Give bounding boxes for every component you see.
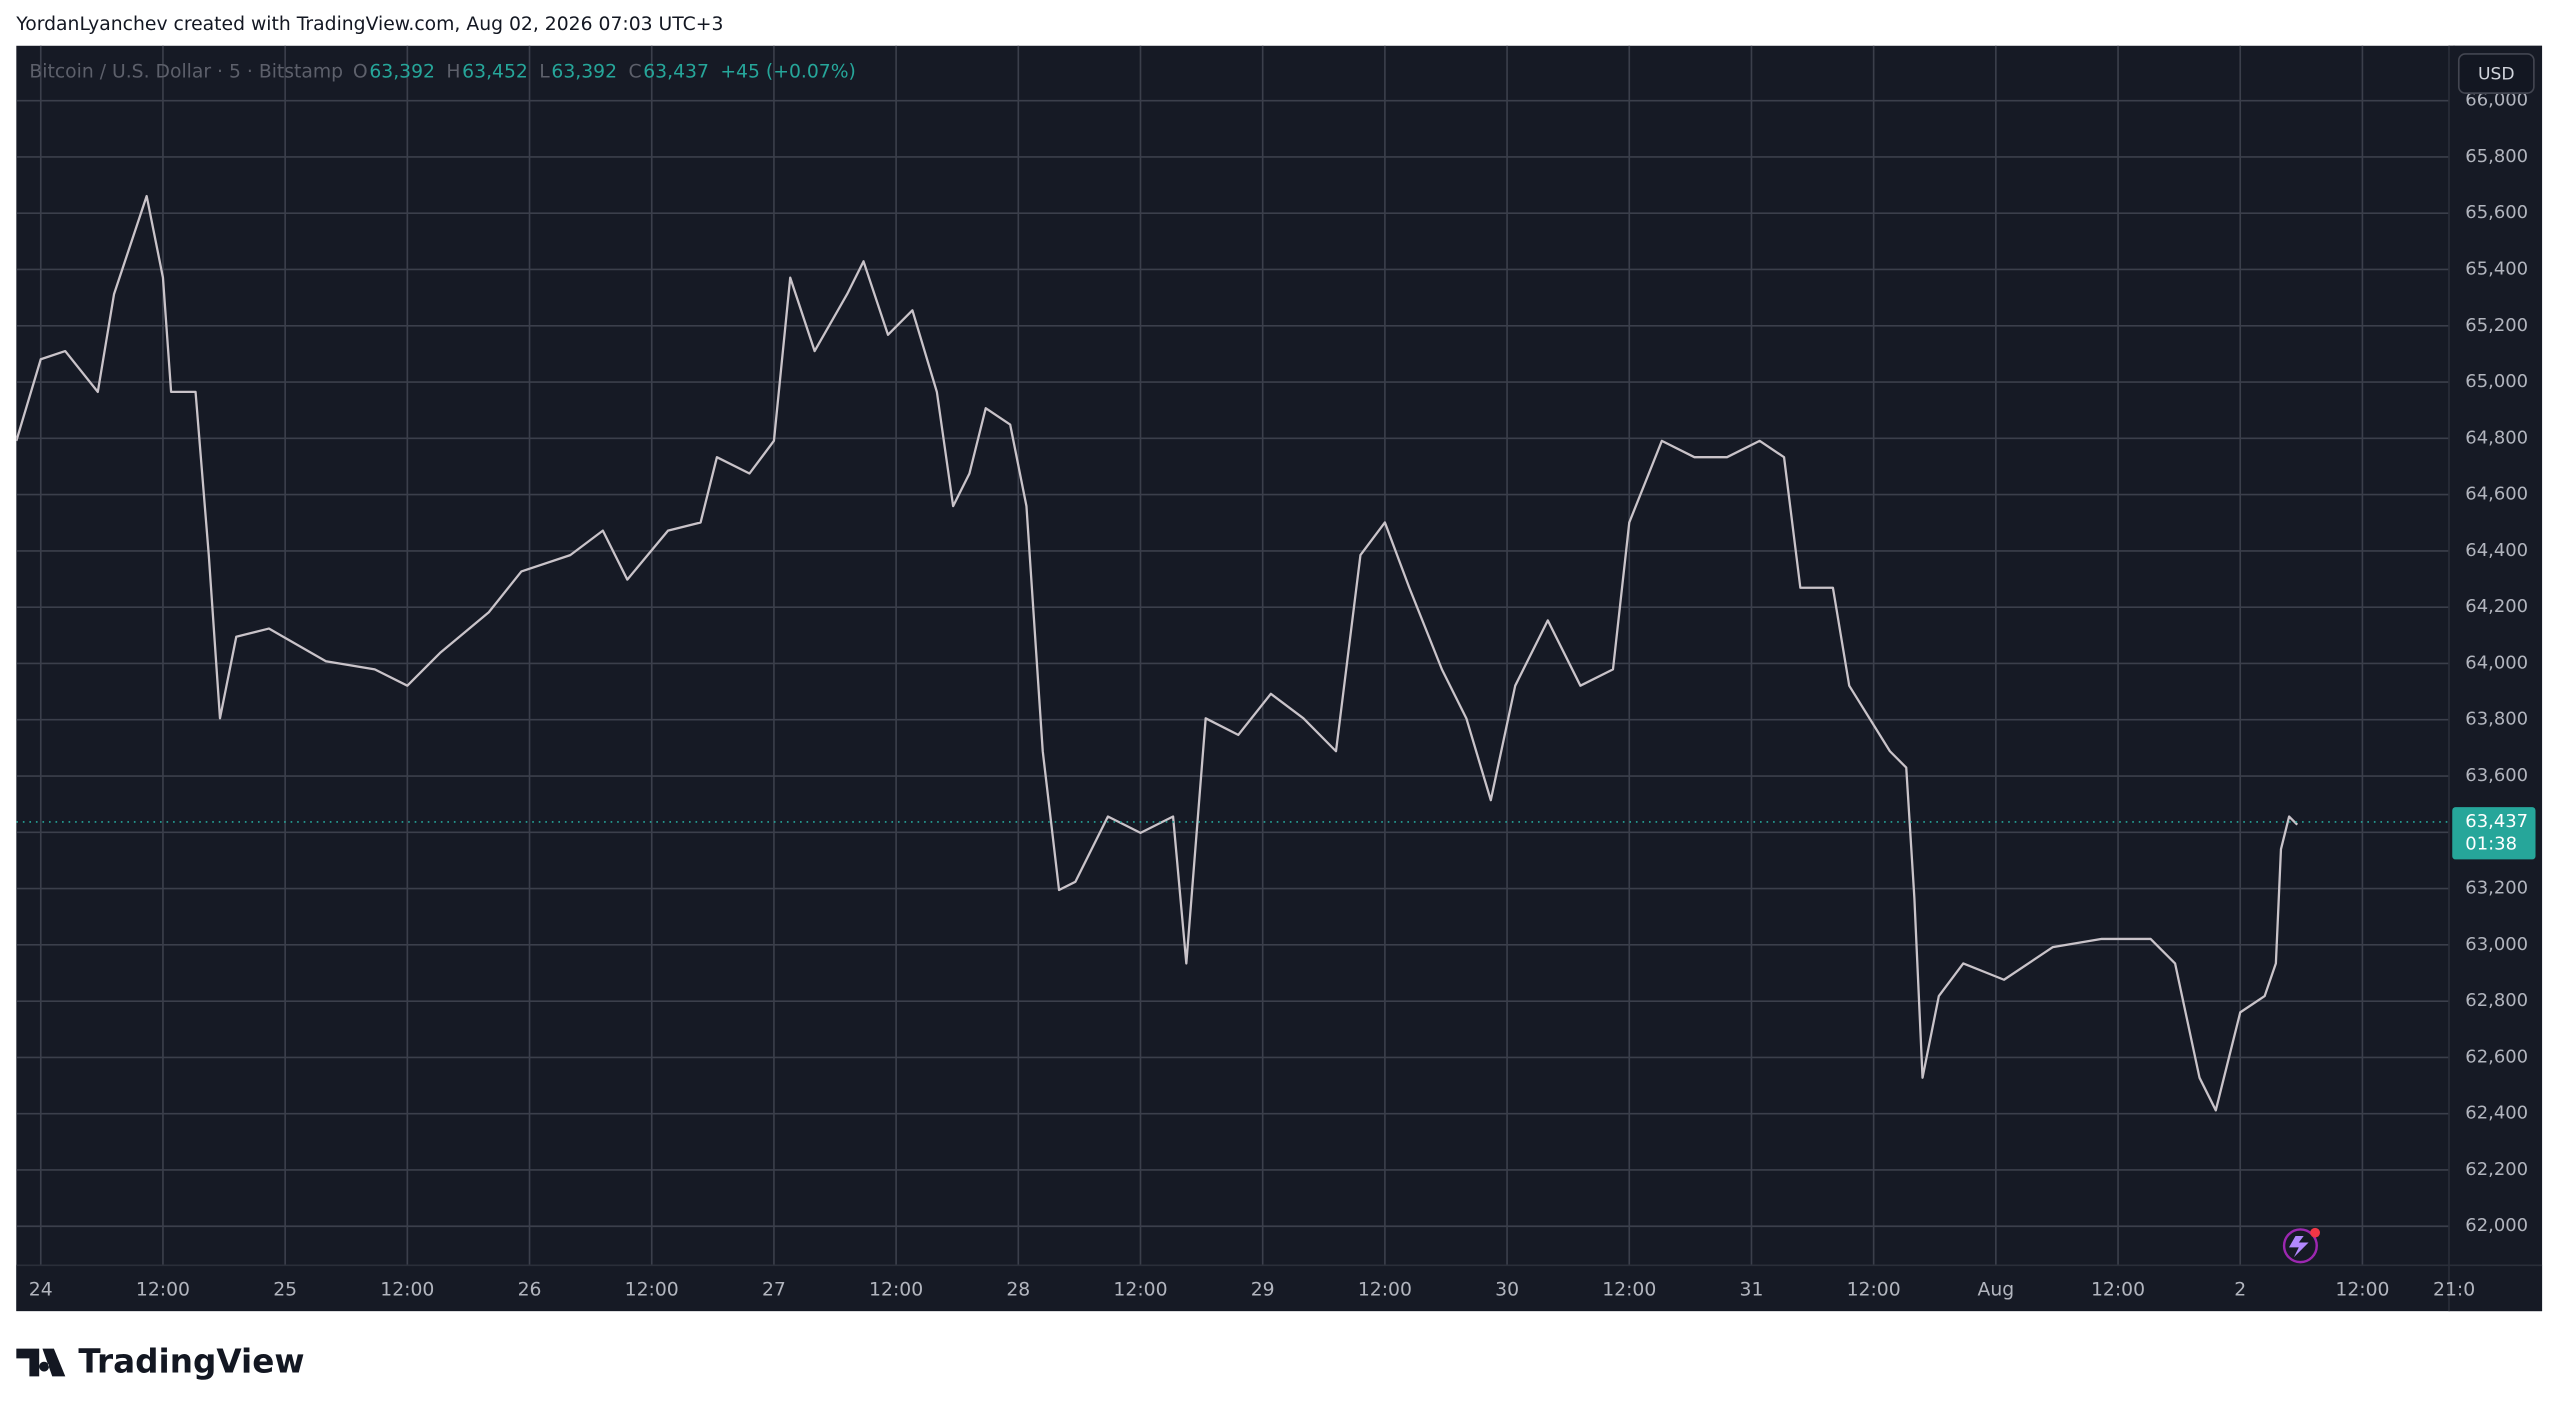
chart-background bbox=[16, 45, 2543, 1312]
currency-label[interactable]: USD bbox=[2478, 64, 2515, 84]
x-tick-label: 29 bbox=[1251, 1279, 1275, 1300]
price-line bbox=[16, 194, 2299, 1112]
currency-button[interactable] bbox=[2457, 53, 2535, 94]
ohlc-label: H bbox=[446, 61, 460, 82]
y-tick-label: 62,400 bbox=[2465, 1103, 2528, 1124]
x-tick-label: 12:00 bbox=[1113, 1279, 1167, 1300]
y-tick-label: 64,200 bbox=[2465, 596, 2528, 617]
x-tick-label: 25 bbox=[273, 1279, 297, 1300]
ohlc-value: 63,437 bbox=[643, 61, 709, 82]
y-tick-label: 65,400 bbox=[2465, 258, 2528, 279]
assistant-icon[interactable] bbox=[2282, 1227, 2320, 1264]
x-tick-label: 12:00 bbox=[2335, 1279, 2389, 1300]
x-tick-label: 30 bbox=[1495, 1279, 1519, 1300]
axes: 62,000 62,200 62,400 62,600 62,800 63,000 63,2… bbox=[29, 90, 2536, 1300]
x-tick-label: 24 bbox=[29, 1279, 53, 1300]
ohlc-value: 63,392 bbox=[369, 61, 435, 82]
x-tick-label: 12:00 bbox=[869, 1279, 923, 1300]
x-tick-label: 12:00 bbox=[380, 1279, 434, 1300]
logo-text: TradingView bbox=[78, 1342, 304, 1380]
ohlc-value: 63,392 bbox=[551, 61, 617, 82]
grid bbox=[16, 45, 2455, 1266]
y-tick-label: 62,600 bbox=[2465, 1046, 2528, 1067]
x-tick-label: 2 bbox=[2234, 1279, 2246, 1300]
logo: TradingView bbox=[16, 1342, 304, 1380]
y-tick-label: 62,000 bbox=[2465, 1215, 2528, 1236]
icon-ring[interactable] bbox=[2282, 1228, 2318, 1264]
x-tick-label: 26 bbox=[518, 1279, 542, 1300]
y-tick-label: 66,000 bbox=[2465, 90, 2528, 111]
x-tick-label: 12:00 bbox=[136, 1279, 190, 1300]
y-tick-label: 65,600 bbox=[2465, 202, 2528, 223]
x-tick-label: 12:00 bbox=[625, 1279, 679, 1300]
plot-area bbox=[16, 194, 2449, 1112]
y-tick-label: 63,600 bbox=[2465, 765, 2528, 786]
y-tick-label: 63,000 bbox=[2465, 934, 2528, 955]
y-tick-label: 65,800 bbox=[2465, 146, 2528, 167]
y-tick-label: 62,800 bbox=[2465, 990, 2528, 1011]
x-tick-label: 12:00 bbox=[2091, 1279, 2145, 1300]
countdown-label: 01:38 bbox=[2465, 834, 2517, 855]
last-price-label: 63,437 bbox=[2465, 811, 2528, 832]
x-tick-label: 28 bbox=[1006, 1279, 1030, 1300]
ohlc-value: 63,452 bbox=[462, 61, 528, 82]
ohlc-label: C bbox=[628, 61, 641, 82]
x-tick-label: Aug bbox=[1978, 1279, 2015, 1300]
ohlc-label: L bbox=[539, 61, 550, 82]
y-tick-label: 63,200 bbox=[2465, 878, 2528, 899]
symbol-label: Bitcoin / U.S. Dollar · 5 · Bitstamp bbox=[29, 61, 343, 82]
change-label: +45 (+0.07%) bbox=[720, 61, 856, 82]
x-tick-label: 12:00 bbox=[1847, 1279, 1901, 1300]
y-tick-label: 65,000 bbox=[2465, 371, 2528, 392]
x-tick-label: 31 bbox=[1740, 1279, 1764, 1300]
y-tick-label: 64,800 bbox=[2465, 427, 2528, 448]
y-tick-label: 62,200 bbox=[2465, 1159, 2528, 1180]
legend: Bitcoin / U.S. Dollar · 5 · Bitstamp O 63,… bbox=[29, 61, 856, 82]
y-tick-label: 65,200 bbox=[2465, 315, 2528, 336]
last-price-box bbox=[2452, 807, 2536, 860]
price-axis bbox=[2448, 45, 2543, 1312]
y-tick-label: 63,800 bbox=[2465, 709, 2528, 730]
x-tick-label: 12:00 bbox=[1358, 1279, 1412, 1300]
x-tick-label: 21:0 bbox=[2433, 1279, 2475, 1300]
ohlc-label: O bbox=[353, 61, 368, 82]
x-tick-label: 12:00 bbox=[1602, 1279, 1656, 1300]
y-tick-label: 64,000 bbox=[2465, 652, 2528, 673]
icon-bolt[interactable] bbox=[2288, 1235, 2309, 1258]
icon-dot[interactable] bbox=[2310, 1227, 2320, 1238]
y-tick-label: 64,600 bbox=[2465, 484, 2528, 505]
attribution: YordanLyanchev created with TradingView.… bbox=[15, 14, 723, 35]
x-tick-label: 27 bbox=[762, 1279, 786, 1300]
logo-mark bbox=[16, 1348, 66, 1377]
time-axis bbox=[16, 1265, 2543, 1312]
y-tick-label: 64,400 bbox=[2465, 540, 2528, 561]
